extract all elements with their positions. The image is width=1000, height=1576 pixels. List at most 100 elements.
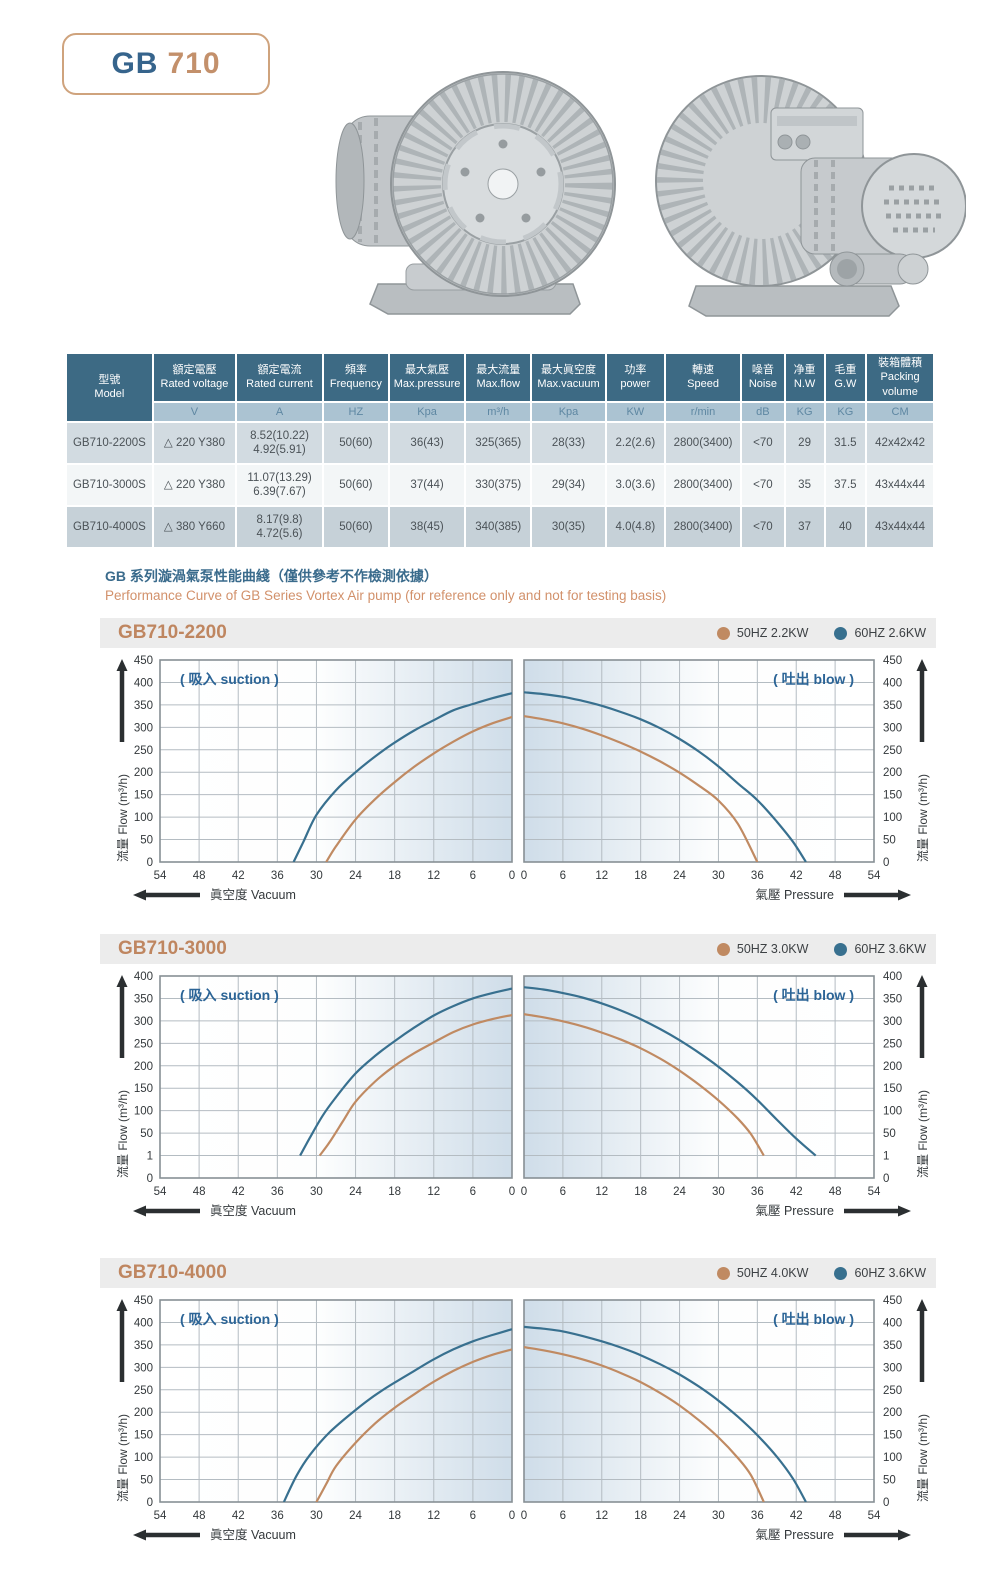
charts-row: 0 1 50 100 150 200 250 300 350 400 0 6 12 18 24 30 36 42 4… (100, 966, 936, 1222)
svg-text:300: 300 (134, 722, 153, 734)
svg-text:250: 250 (883, 1038, 902, 1050)
svg-text:30: 30 (310, 870, 323, 882)
col-header-packing-volume: 裝箱體積 Packing volume (865, 352, 935, 403)
svg-text:150: 150 (134, 1430, 153, 1442)
legend-item: 60HZ 3.6KW (834, 1266, 926, 1280)
x-tick-labels: 0 6 12 18 24 30 36 42 48 54 (521, 1510, 881, 1522)
svg-text:100: 100 (134, 1106, 153, 1118)
plot-title: ( 吐出 blow ) (773, 1311, 854, 1327)
svg-text:6: 6 (470, 1186, 476, 1198)
col-unit-10: KG (823, 400, 868, 423)
y-tick-labels: 0 50 100 150 200 250 300 350 400 450 (883, 655, 902, 869)
col-header-max-pressure: 最大氣壓 Max.pressure (387, 352, 467, 403)
svg-text:350: 350 (883, 993, 902, 1005)
spec-row-gb710-2200s: GB710-2200S △ 220 Y380 8.52(10.22) 4.92(5.9… (65, 420, 935, 465)
curve-60hz (524, 1325, 807, 1502)
spec-cell: 29 (783, 420, 826, 465)
plot-area (160, 976, 512, 1178)
svg-text:24: 24 (349, 1186, 362, 1198)
pressure-axis: 氣壓 Pressure (756, 1528, 911, 1542)
flow-axis-label: 流量 Flow (m³/h) (116, 1090, 130, 1178)
legend-item: 50HZ 3.0KW (716, 942, 808, 956)
curve-section-gb710-3000: GB710-3000 50HZ 3.0KW 60HZ 3.6KW 0 1 50 100 150… (100, 934, 936, 1222)
spec-cell: 43x44x44 (865, 504, 935, 549)
col-unit-11: CM (865, 400, 935, 423)
pressure-axis-label: 氣壓 Pressure (756, 1204, 835, 1218)
col-header-model: 型號 Model (65, 352, 154, 423)
spec-table-wrap: 型號 Model 額定電壓 Rated voltage 額定電流 Rated curren… (65, 352, 935, 549)
curve-50hz (524, 1346, 765, 1502)
svg-text:36: 36 (751, 1510, 764, 1522)
section-model-title: GB710-2200 (118, 622, 227, 643)
svg-text:18: 18 (388, 870, 401, 882)
flow-axis-label: 流量 Flow (m³/h) (916, 1090, 930, 1178)
blow-chart-gb710-4000: 0 50 100 150 200 250 300 350 400 450 0 6 12 18 24 30 36 4… (521, 1295, 930, 1542)
svg-text:48: 48 (829, 1186, 842, 1198)
series-badge-series: GB (111, 47, 159, 80)
blow-chart-gb710-2200: 0 50 100 150 200 250 300 350 400 450 0 6 12 18 24 30 36 4… (521, 655, 930, 902)
plot-title: ( 吐出 blow ) (773, 987, 854, 1003)
svg-text:0: 0 (509, 870, 515, 882)
suction-chart-gb710-4000: 0 50 100 150 200 250 300 350 400 450 0 6 12 18 24 30 36 4… (116, 1295, 515, 1542)
col-header-max-vacuum: 最大眞空度 Max.vacuum (530, 352, 607, 403)
pressure-axis: 氣壓 Pressure (756, 1204, 911, 1218)
col-header-g-w: 毛重 G.W (823, 352, 868, 403)
spec-cell: 2800(3400) (663, 504, 743, 549)
svg-text:48: 48 (193, 1510, 206, 1522)
svg-text:0: 0 (509, 1510, 515, 1522)
legend-item: 50HZ 4.0KW (716, 1266, 808, 1280)
svg-text:36: 36 (751, 1186, 764, 1198)
spec-cell: △ 380 Y660 (151, 504, 238, 549)
legend-dot-icon (716, 942, 730, 956)
svg-text:12: 12 (427, 1186, 440, 1198)
svg-text:42: 42 (790, 870, 803, 882)
series-badge: GB 710 (62, 33, 270, 95)
col-header-max-flow: 最大流量 Max.flow (464, 352, 533, 403)
grid-lines (160, 1300, 512, 1502)
chart-legend: 50HZ 2.2KW 60HZ 2.6KW (716, 626, 926, 640)
plot-area (160, 660, 512, 862)
svg-text:12: 12 (427, 1510, 440, 1522)
spec-cell: 50(60) (321, 462, 390, 507)
spec-table-header: 型號 Model 額定電壓 Rated voltage 額定電流 Rated curren… (65, 352, 935, 423)
spec-cell: 37 (783, 504, 826, 549)
spec-cell: 30(35) (530, 504, 607, 549)
svg-text:30: 30 (712, 1186, 725, 1198)
svg-text:1: 1 (147, 1151, 153, 1163)
vacuum-axis: 眞空度 Vacuum (133, 1203, 296, 1218)
svg-text:300: 300 (883, 1362, 902, 1374)
spec-cell: 330(375) (464, 462, 533, 507)
vacuum-axis-label: 眞空度 Vacuum (210, 887, 296, 902)
curve-60hz (524, 691, 807, 862)
svg-text:54: 54 (868, 1186, 881, 1198)
spec-table-body: GB710-2200S △ 220 Y380 8.52(10.22) 4.92(5.9… (65, 420, 935, 549)
curve-60hz (524, 986, 817, 1157)
spec-cell: GB710-2200S (65, 420, 154, 465)
section-model-title: GB710-3000 (118, 938, 227, 959)
svg-text:0: 0 (521, 1510, 527, 1522)
flow-axis-arrow (116, 659, 128, 742)
col-header-noise: 噪音 Noise (740, 352, 786, 403)
col-unit-7: r/min (663, 400, 743, 423)
flow-axis-arrow (916, 975, 928, 1058)
svg-text:18: 18 (634, 1510, 647, 1522)
spec-cell: 29(34) (530, 462, 607, 507)
svg-text:50: 50 (140, 1475, 153, 1487)
svg-text:450: 450 (883, 655, 902, 667)
col-header-n-w: 净重 N.W (783, 352, 826, 403)
svg-text:400: 400 (134, 1317, 153, 1329)
pressure-axis-label: 氣壓 Pressure (756, 1528, 835, 1542)
spec-row-gb710-3000s: GB710-3000S △ 220 Y380 11.07(13.29) 6.39(7.… (65, 462, 935, 507)
svg-text:30: 30 (712, 870, 725, 882)
curve-60hz (299, 987, 512, 1157)
section-titlebar: GB710-3000 50HZ 3.0KW 60HZ 3.6KW (100, 934, 936, 964)
svg-text:200: 200 (883, 767, 902, 779)
col-unit-0: V (151, 400, 238, 423)
svg-text:42: 42 (232, 870, 245, 882)
svg-text:24: 24 (349, 870, 362, 882)
svg-text:100: 100 (883, 1106, 902, 1118)
chart-legend: 50HZ 3.0KW 60HZ 3.6KW (716, 942, 926, 956)
x-tick-labels: 0 6 12 18 24 30 36 42 48 54 (154, 870, 516, 882)
svg-text:300: 300 (883, 1016, 902, 1028)
svg-text:0: 0 (883, 857, 889, 869)
